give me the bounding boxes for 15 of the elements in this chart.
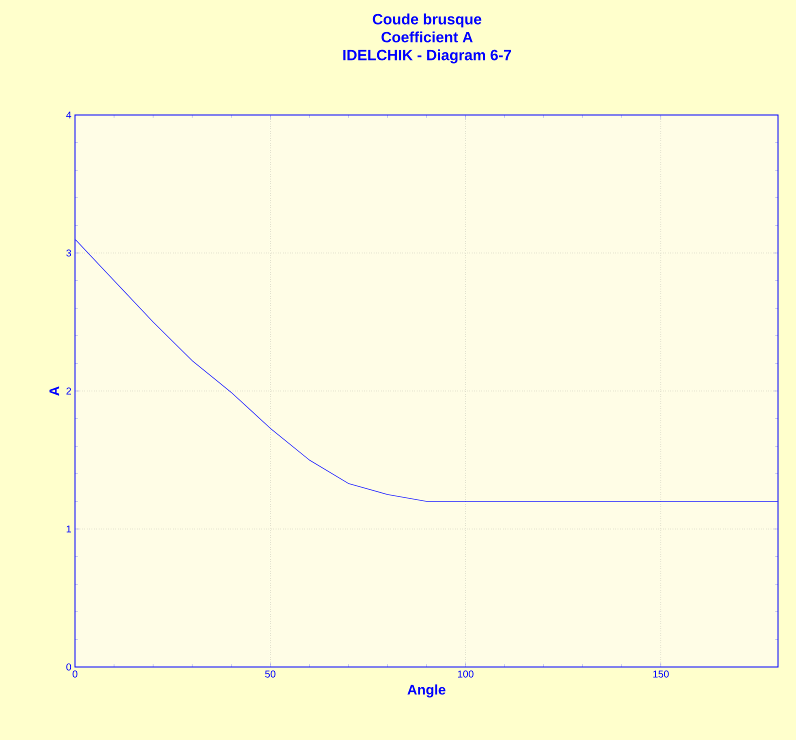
x-tick-label: 100 <box>458 670 474 678</box>
chart-subtitle: Coefficient A <box>382 31 473 42</box>
y-tick-label: 4 <box>66 112 72 118</box>
text: IDELCHIK - Diagram 6-7 <box>343 49 512 64</box>
chart-title: Coude brusque <box>372 14 482 28</box>
y-tick-label: 2 <box>66 388 71 394</box>
x-tick-label: 0 <box>72 670 78 678</box>
line-series <box>75 238 778 502</box>
x-axis-title: Angle <box>407 684 446 698</box>
y-axis-title: A <box>50 386 60 396</box>
x-tick-label: 150 <box>653 670 669 678</box>
y-tick-label: 3 <box>66 249 72 257</box>
x-tick-label: 50 <box>265 670 276 678</box>
y-tick-label: 1 <box>66 526 71 532</box>
y-tick-label: 0 <box>66 663 72 671</box>
